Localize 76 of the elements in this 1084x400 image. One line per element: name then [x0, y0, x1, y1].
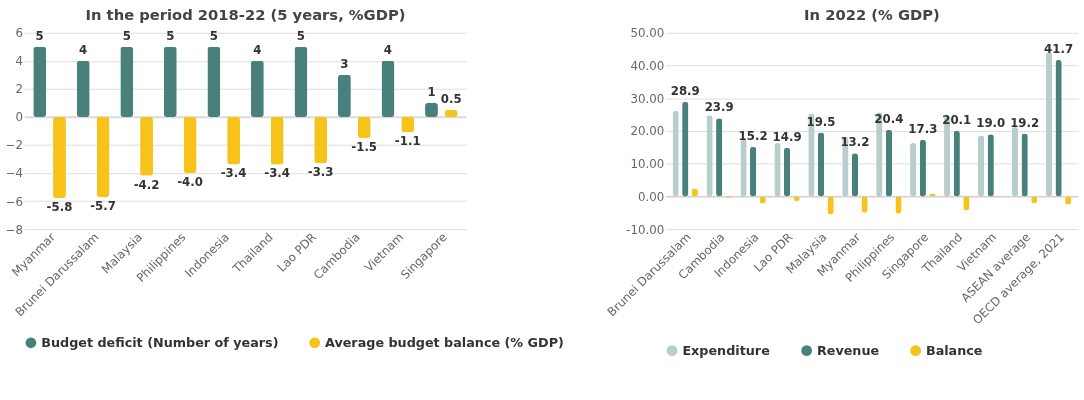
- bar: [227, 116, 241, 165]
- y-tick-label: −8: [5, 222, 24, 237]
- data-label: 5: [122, 28, 131, 43]
- data-label: -3.4: [264, 166, 290, 181]
- bar: [294, 46, 308, 117]
- data-label: 13.2: [840, 135, 870, 150]
- y-tick-label: 2: [15, 82, 24, 97]
- bar: [96, 116, 110, 197]
- y-tick-label: 40.00: [630, 58, 665, 73]
- data-label: 19.2: [1010, 115, 1040, 130]
- data-label: 15.2: [738, 128, 768, 143]
- data-label: -5.7: [90, 198, 116, 213]
- data-label: 20.1: [942, 112, 972, 127]
- bar: [817, 132, 825, 197]
- bar: [207, 46, 221, 117]
- data-label: 28.9: [670, 83, 700, 98]
- legend-label: Budget deficit (Number of years): [41, 334, 279, 350]
- bar: [163, 46, 177, 117]
- bar: [783, 147, 791, 197]
- bar: [33, 46, 47, 117]
- data-label: 4: [79, 42, 88, 57]
- bar: [76, 60, 90, 117]
- y-tick-label: 10.00: [630, 157, 665, 172]
- bar: [183, 116, 197, 174]
- data-label: 17.3: [908, 121, 938, 136]
- bar: [851, 153, 859, 197]
- data-label: 5: [209, 28, 218, 43]
- y-tick-label: −4: [5, 166, 24, 181]
- y-tick-label: -10.00: [626, 222, 665, 237]
- y-tick-label: 6: [15, 26, 24, 41]
- bar: [337, 74, 351, 117]
- bar: [270, 116, 284, 165]
- data-label: 5: [35, 28, 44, 43]
- chart-title: In 2022 (% GDP): [804, 6, 940, 24]
- data-label: 41.7: [1044, 42, 1074, 57]
- data-label: -1.5: [351, 139, 378, 154]
- data-label: -5.8: [46, 200, 73, 215]
- data-label: -4.2: [133, 177, 160, 192]
- bar: [381, 60, 395, 117]
- legend-label: Balance: [925, 342, 983, 358]
- bar: [750, 146, 757, 197]
- y-tick-label: −2: [5, 138, 24, 153]
- data-label: -4.0: [177, 174, 203, 189]
- y-tick-label: 30.00: [630, 91, 665, 106]
- y-tick-label: 0: [15, 110, 24, 125]
- data-label: 23.9: [704, 100, 734, 115]
- y-tick-label: −6: [5, 194, 24, 209]
- y-tick-label: 0.00: [638, 189, 665, 204]
- y-tick-label: 4: [15, 54, 24, 69]
- bar: [314, 116, 328, 164]
- data-label: 5: [166, 28, 175, 43]
- bar: [1045, 52, 1053, 197]
- data-label: 4: [253, 42, 262, 57]
- y-tick-label: 50.00: [630, 26, 665, 41]
- data-label: 20.4: [874, 111, 904, 126]
- y-tick-label: 20.00: [630, 124, 665, 139]
- legend-label: Expenditure: [682, 342, 771, 358]
- bar: [120, 46, 134, 117]
- data-label: 0.5: [440, 92, 462, 107]
- data-label: 14.9: [772, 129, 802, 144]
- bar: [250, 60, 264, 117]
- data-label: 19.0: [976, 116, 1006, 131]
- data-label: 5: [296, 28, 305, 43]
- data-label: -3.3: [307, 164, 334, 179]
- data-label: 4: [383, 42, 393, 57]
- legend-label: Revenue: [816, 342, 880, 358]
- bar: [1011, 127, 1019, 197]
- legend-label: Average budget balance (% GDP): [325, 334, 564, 350]
- data-label: -1.1: [394, 134, 421, 149]
- data-label: 1: [427, 85, 436, 100]
- bar: [977, 135, 985, 197]
- data-label: 3: [340, 56, 349, 71]
- bar: [885, 129, 893, 197]
- chart-title: In the period 2018-22 (5 years, %GDP): [85, 6, 406, 24]
- data-label: 19.5: [806, 114, 836, 129]
- data-label: -3.4: [220, 166, 247, 181]
